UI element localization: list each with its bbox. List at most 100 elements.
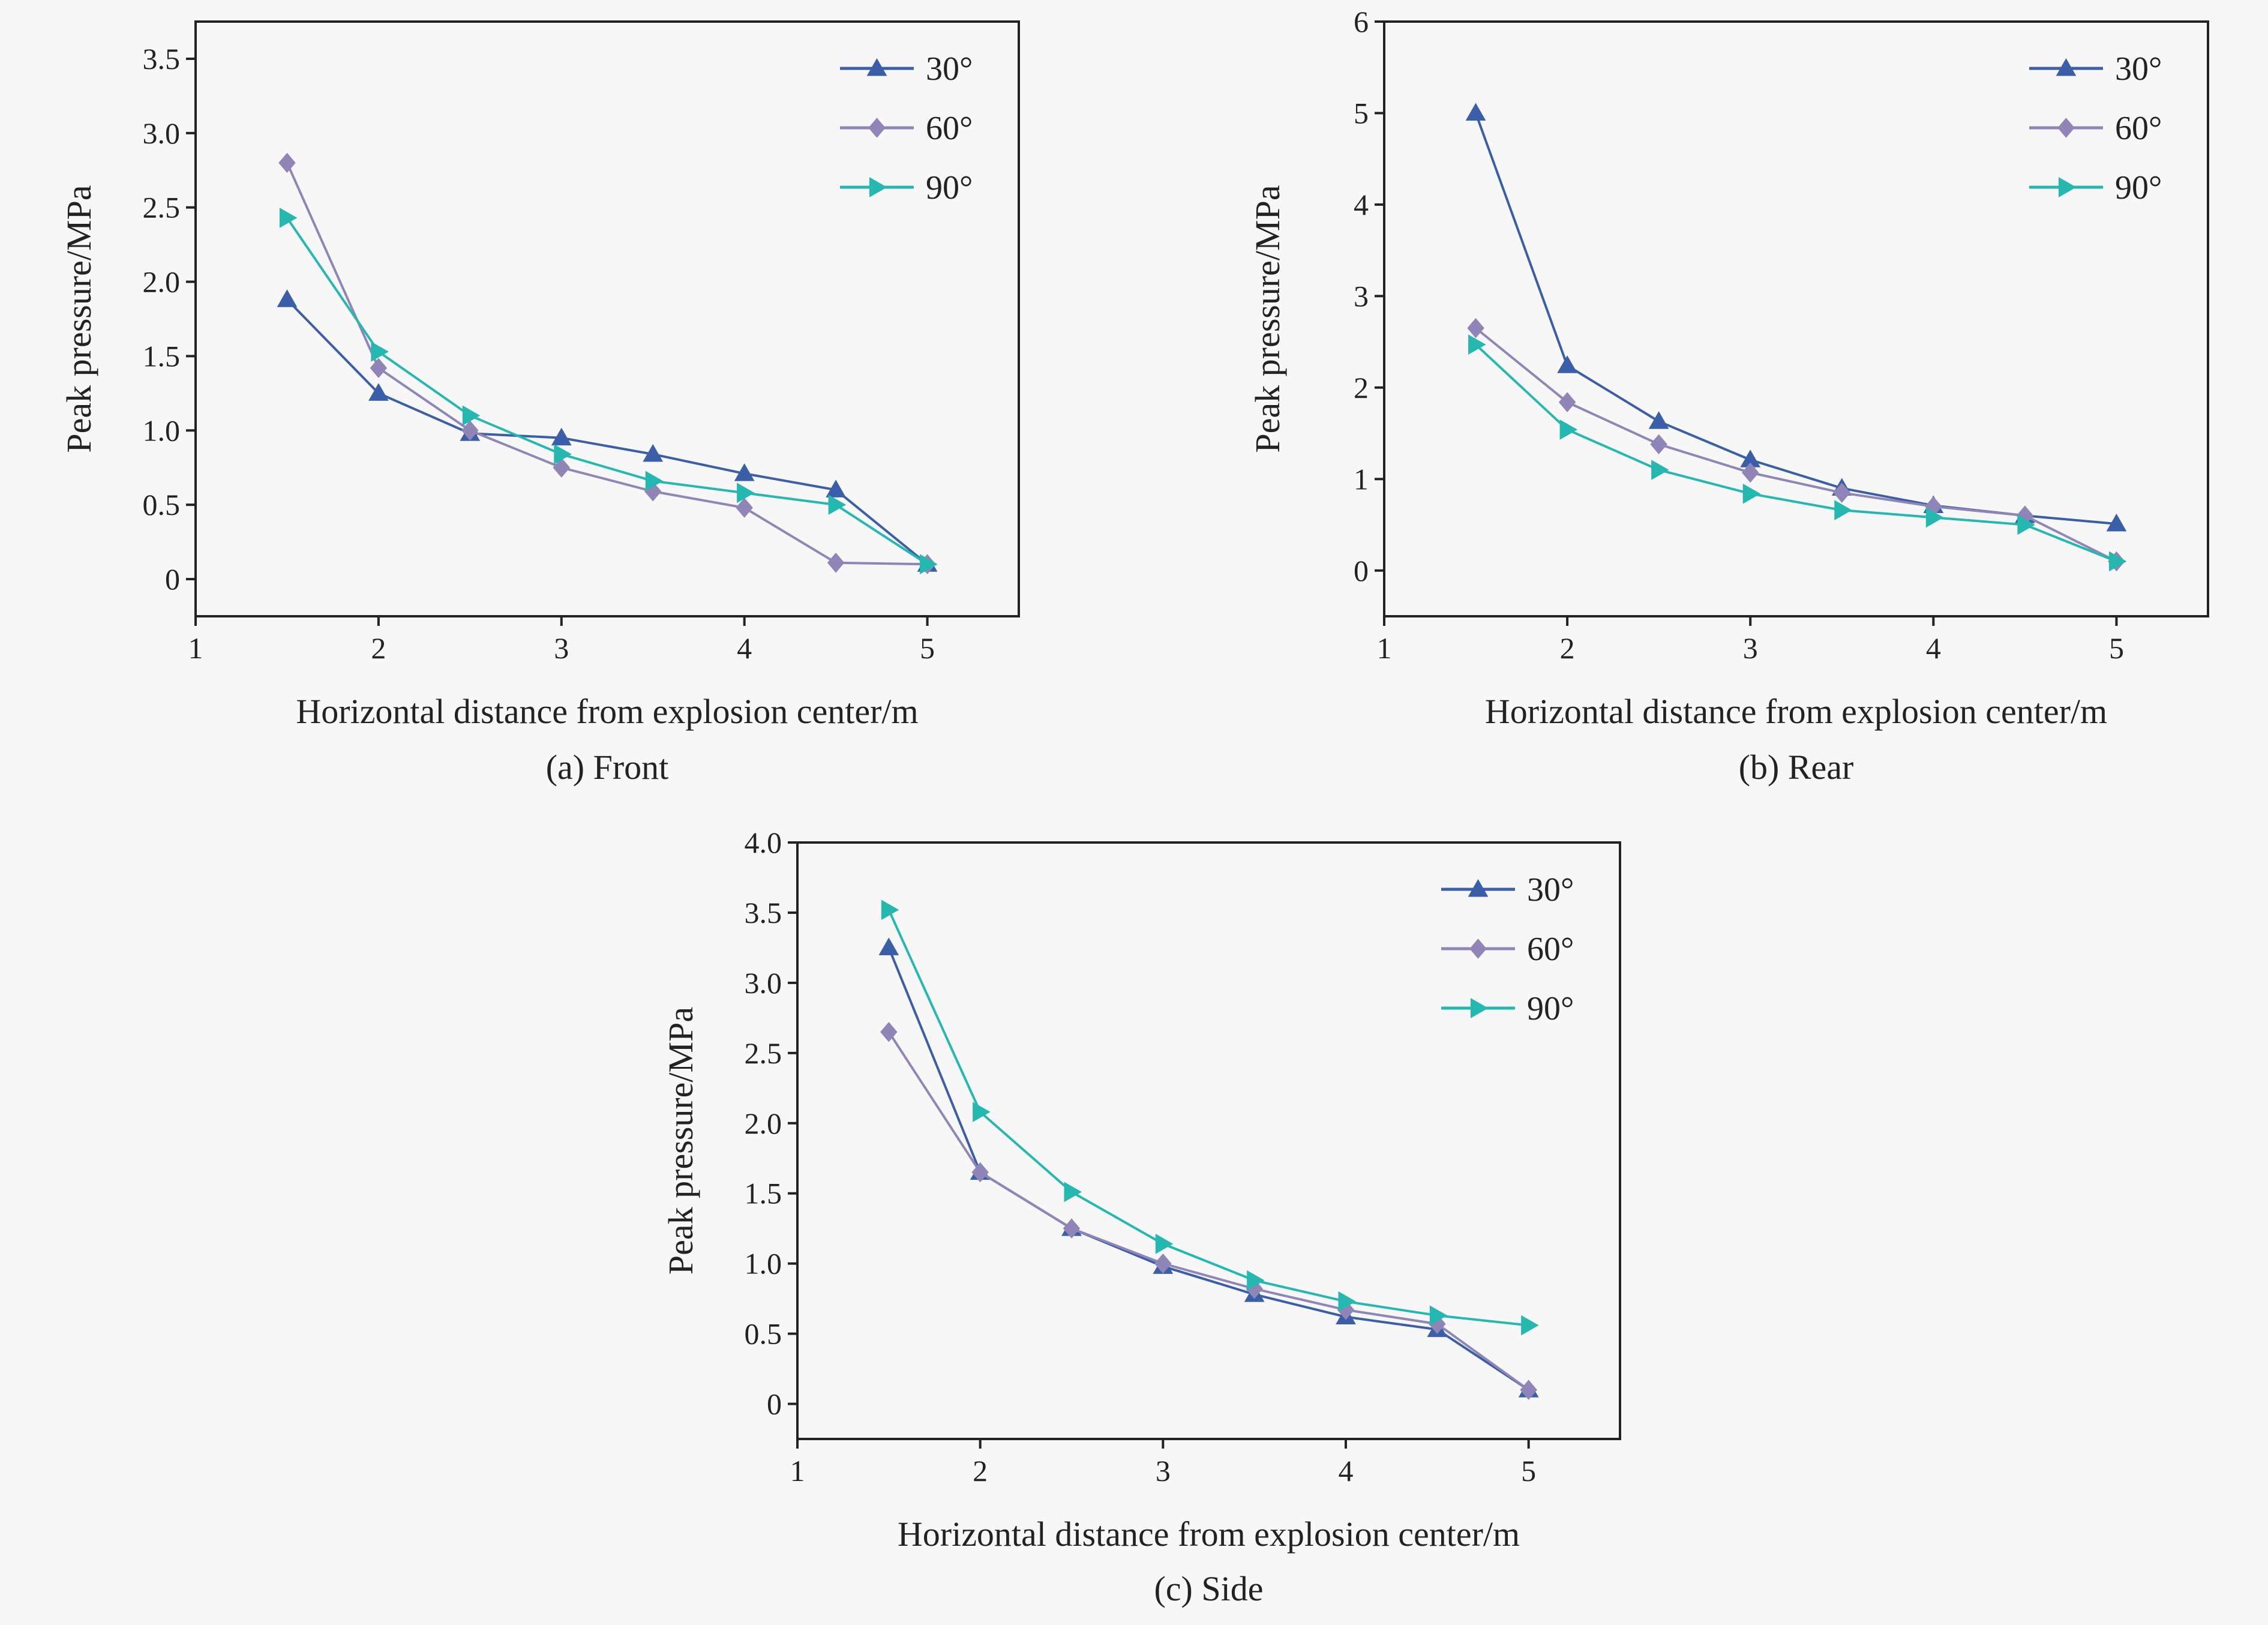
y-tick-label: 2.0 [143, 265, 181, 299]
y-tick-label: 4.0 [745, 826, 782, 859]
panel-caption: (c) Side [1154, 1569, 1264, 1608]
y-tick-label: 2.0 [745, 1107, 782, 1140]
data-point [279, 208, 298, 228]
y-axis-label: Peak pressure/MPa [661, 1007, 700, 1275]
data-point [828, 494, 847, 515]
data-point [368, 383, 389, 401]
data-point [1429, 1305, 1448, 1326]
data-point [1648, 411, 1669, 429]
y-tick-label: 0.5 [745, 1317, 782, 1351]
series-line [1475, 327, 2117, 563]
legend-marker [2059, 177, 2077, 197]
y-tick-label: 3.5 [143, 42, 181, 76]
series-3 [279, 208, 938, 575]
data-point [1155, 1234, 1174, 1254]
data-point [1557, 355, 1577, 373]
data-point [973, 1102, 991, 1122]
data-point [880, 1021, 898, 1042]
data-point [734, 463, 755, 481]
legend-label: 30° [2115, 50, 2162, 88]
y-tick-label: 6 [1354, 5, 1369, 38]
data-point [827, 553, 845, 573]
x-axis-label: Horizontal distance from explosion cente… [898, 1515, 1520, 1554]
data-point [1650, 434, 1667, 455]
data-point [1834, 500, 1852, 521]
data-point [881, 900, 899, 921]
x-tick-label: 1 [1377, 631, 1392, 665]
y-tick-label: 2.5 [745, 1036, 782, 1070]
data-point [1465, 103, 1486, 121]
data-point [1064, 1182, 1082, 1203]
series-3 [1468, 334, 2127, 572]
legend-label: 60° [1527, 931, 1574, 968]
y-tick-label: 1.0 [143, 413, 181, 447]
series-2 [278, 152, 936, 575]
data-point [461, 420, 479, 441]
legend-label: 90° [1527, 990, 1574, 1027]
data-point [1925, 507, 1944, 528]
legend-marker [1469, 939, 1487, 959]
series-3 [881, 900, 1539, 1336]
x-tick-label: 3 [1156, 1454, 1171, 1488]
legend-label: 90° [2115, 169, 2162, 206]
legend-marker [1471, 998, 1489, 1018]
x-tick-label: 2 [973, 1454, 988, 1488]
data-point [554, 444, 572, 464]
legend-label: 30° [1527, 871, 1574, 909]
y-tick-label: 0 [1354, 554, 1369, 587]
data-point [826, 479, 846, 497]
series-line [286, 298, 928, 565]
series-line [1475, 343, 2117, 563]
y-tick-label: 0 [165, 562, 180, 596]
legend-label: 90° [926, 169, 973, 206]
data-point [645, 470, 664, 491]
data-point [2106, 514, 2127, 532]
panel-caption: (a) Front [546, 748, 669, 787]
x-tick-label: 4 [1339, 1454, 1354, 1488]
x-tick-label: 3 [554, 631, 569, 665]
data-point [1558, 392, 1576, 413]
legend: 30° 60° 90° [2029, 50, 2162, 206]
y-tick-label: 1.0 [745, 1247, 782, 1281]
data-point [737, 482, 755, 503]
plot-frame [194, 20, 1020, 617]
y-axis-label: Peak pressure/MPa [59, 185, 98, 452]
data-point [1154, 1253, 1172, 1274]
legend-marker [2056, 58, 2077, 76]
y-tick-label: 1 [1354, 462, 1369, 496]
y-tick-label: 0.5 [143, 488, 181, 521]
panel-caption: (b) Rear [1739, 748, 1854, 787]
x-tick-label: 2 [1560, 631, 1575, 665]
legend-marker [866, 58, 887, 76]
data-point [1338, 1291, 1357, 1312]
plot-frame [1383, 20, 2209, 617]
data-point [551, 427, 572, 446]
data-point [736, 497, 753, 518]
y-tick-label: 1.5 [745, 1177, 782, 1210]
x-axis-label: Horizontal distance from explosion cente… [296, 692, 918, 731]
legend-marker [2057, 118, 2075, 138]
y-tick-label: 3 [1354, 279, 1369, 313]
data-point [1833, 482, 1851, 503]
data-point [370, 358, 388, 379]
data-point [878, 937, 899, 955]
data-point [2108, 551, 2127, 572]
y-tick-label: 3.5 [745, 896, 782, 930]
data-point [462, 405, 481, 426]
chart-panel-2: 1 2 3 4 5 0 1 2 3 4 5 6 Horizontal distance from exp… [1248, 5, 2209, 787]
series-1 [1465, 103, 2127, 532]
legend-marker [869, 177, 887, 197]
x-tick-label: 3 [1743, 631, 1758, 665]
plot-frame [796, 841, 1621, 1440]
x-tick-label: 1 [188, 631, 203, 665]
chart-panel-3: 1 2 3 4 5 0 0.5 1.0 1.5 2.0 2.5 3.0 3.5 4.0 Horizontal… [661, 826, 1621, 1608]
data-point [1651, 460, 1669, 480]
legend-marker [1468, 879, 1489, 897]
legend-marker [868, 118, 886, 138]
series-2 [1467, 317, 2125, 572]
data-point [920, 554, 938, 575]
series-line [286, 217, 928, 565]
data-point [1520, 1380, 1537, 1400]
series-2 [880, 1021, 1537, 1400]
